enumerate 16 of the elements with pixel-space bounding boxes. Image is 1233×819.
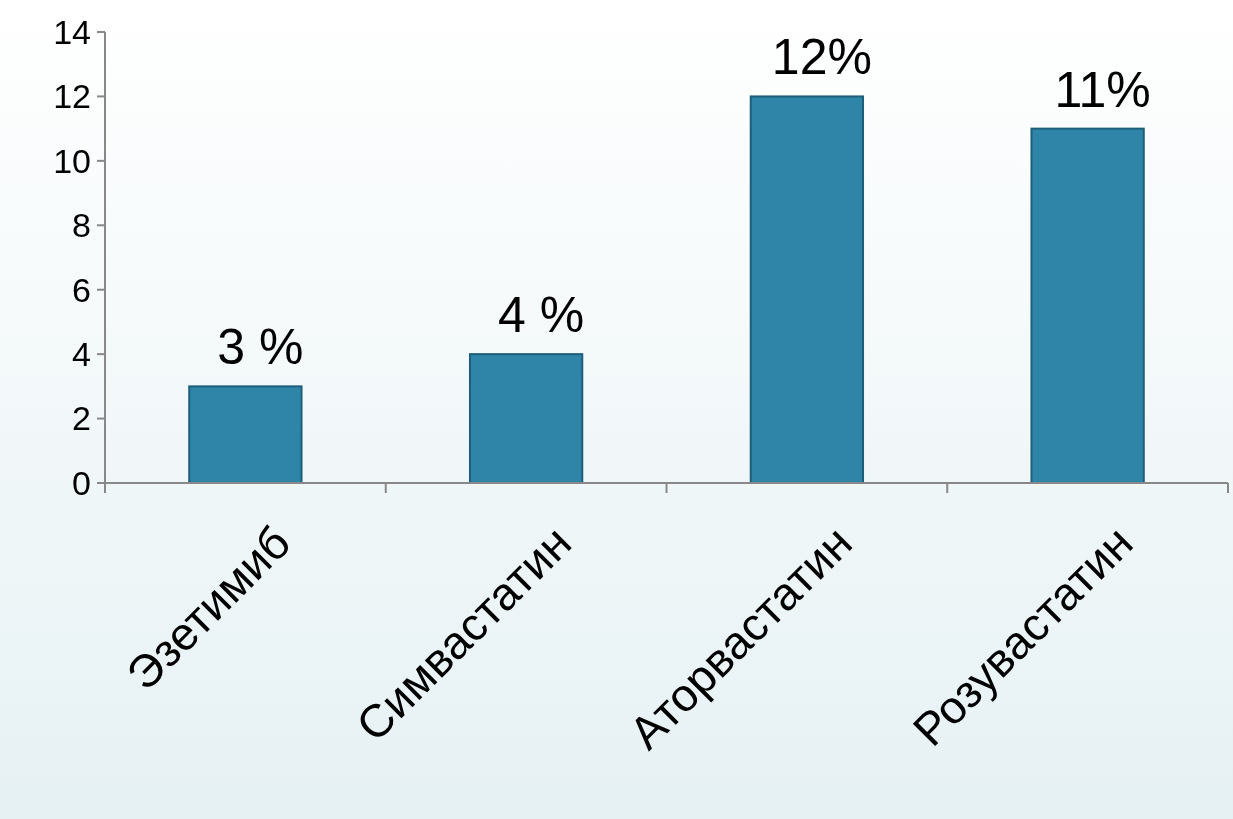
data-label: 4 % bbox=[498, 287, 585, 344]
y-tick-label: 8 bbox=[72, 206, 91, 245]
bar bbox=[1030, 127, 1145, 484]
y-tick-label: 4 bbox=[72, 335, 91, 374]
y-tick-label: 14 bbox=[53, 12, 91, 51]
y-tick-label: 10 bbox=[53, 141, 91, 180]
y-tick-label: 6 bbox=[72, 270, 91, 309]
y-tick-label: 0 bbox=[72, 463, 91, 502]
bar bbox=[468, 353, 584, 484]
y-tick-label: 2 bbox=[72, 399, 91, 438]
data-label: 3 % bbox=[217, 319, 304, 376]
bar bbox=[749, 95, 865, 484]
y-tick-label: 12 bbox=[53, 77, 91, 116]
data-label: 12% bbox=[771, 29, 872, 86]
data-label: 11% bbox=[1054, 61, 1151, 118]
bar bbox=[188, 385, 303, 484]
